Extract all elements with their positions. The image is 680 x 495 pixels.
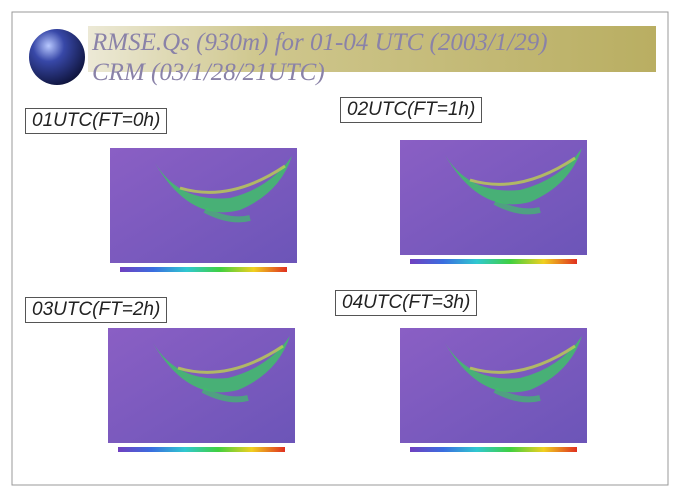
color-bar [118,447,285,452]
color-bar [410,447,577,452]
title-line1: RMSE.Qs (930m) for 01-04 UTC (2003/1/29) [91,29,548,56]
page: RMSE.Qs (930m) for 01-04 UTC (2003/1/29)… [0,0,680,495]
map-header [110,140,297,148]
panel-label: 02UTC(FT=1h) [340,97,482,123]
color-bar [120,267,287,272]
title-line2: CRM (03/1/28/21UTC) [92,59,325,86]
slide: RMSE.Qs (930m) for 01-04 UTC (2003/1/29)… [0,0,680,495]
globe-icon [29,29,85,85]
panel-label: 01UTC(FT=0h) [25,108,167,134]
map-header [400,132,587,140]
map-header [400,320,587,328]
color-bar [410,259,577,264]
panel-label: 03UTC(FT=2h) [25,297,167,323]
panel-label: 04UTC(FT=3h) [335,290,477,316]
